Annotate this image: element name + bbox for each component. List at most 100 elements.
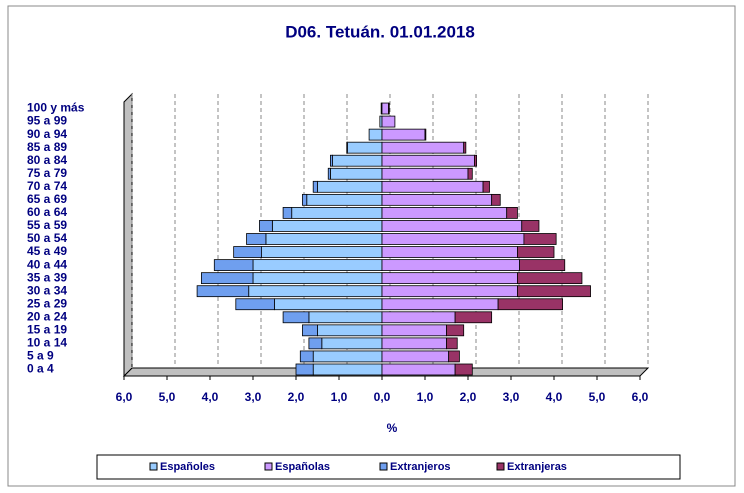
legend-swatch bbox=[149, 462, 158, 471]
bar bbox=[200, 272, 254, 285]
y-tick-label: 45 a 49 bbox=[27, 244, 67, 258]
bar bbox=[467, 167, 473, 180]
bar bbox=[329, 154, 333, 167]
y-tick-label: 60 a 64 bbox=[27, 205, 67, 219]
legend-label: Extranjeros bbox=[390, 461, 451, 473]
bar bbox=[299, 350, 314, 363]
legend-swatch bbox=[379, 462, 388, 471]
bar bbox=[381, 167, 469, 180]
bar bbox=[381, 193, 493, 206]
bar bbox=[482, 180, 490, 193]
y-tick-label: 100 y más bbox=[27, 101, 85, 115]
bar bbox=[497, 298, 564, 311]
bar bbox=[308, 337, 323, 350]
bar bbox=[381, 324, 447, 337]
bar bbox=[381, 285, 518, 298]
bar bbox=[329, 167, 383, 180]
bar bbox=[381, 272, 518, 285]
bar bbox=[523, 233, 557, 245]
bar bbox=[302, 193, 308, 206]
bar bbox=[271, 220, 383, 232]
y-tick-label: 0 a 4 bbox=[27, 362, 54, 376]
y-tick-label: 85 a 89 bbox=[27, 140, 67, 154]
y-tick-label: 5 a 9 bbox=[27, 349, 54, 363]
bar bbox=[517, 272, 583, 285]
bar bbox=[506, 207, 518, 219]
y-tick-label: 75 a 79 bbox=[27, 166, 67, 180]
bar bbox=[233, 246, 262, 258]
legend-swatch bbox=[264, 462, 273, 471]
bar bbox=[368, 128, 383, 141]
bar bbox=[306, 193, 383, 206]
y-tick-label: 20 a 24 bbox=[27, 309, 67, 323]
bar bbox=[463, 141, 467, 154]
bar bbox=[317, 324, 383, 337]
bar bbox=[381, 233, 525, 245]
bar bbox=[381, 220, 523, 232]
chart-title: D06. Tetuán. 01.01.2018 bbox=[285, 22, 475, 41]
bar bbox=[312, 180, 318, 193]
bar bbox=[332, 154, 383, 167]
bar bbox=[308, 311, 383, 324]
bar bbox=[346, 141, 348, 154]
bar bbox=[454, 363, 473, 376]
x-tick-label: 2,0 bbox=[288, 390, 305, 404]
bar bbox=[381, 311, 456, 324]
bar bbox=[291, 207, 383, 219]
x-axis-label: % bbox=[387, 421, 398, 435]
bar bbox=[248, 285, 383, 298]
x-tick-label: 1,0 bbox=[331, 390, 348, 404]
legend-box bbox=[96, 454, 681, 480]
bar bbox=[321, 337, 383, 350]
bar bbox=[474, 154, 478, 167]
bar bbox=[252, 259, 383, 271]
y-tick-label: 50 a 54 bbox=[27, 231, 67, 245]
bar bbox=[491, 193, 501, 206]
x-tick-label: 3,0 bbox=[503, 390, 520, 404]
y-tick-label: 95 a 99 bbox=[27, 114, 67, 128]
bar bbox=[265, 233, 383, 245]
bar bbox=[347, 141, 383, 154]
bar bbox=[312, 363, 383, 376]
bar bbox=[381, 115, 396, 128]
bar bbox=[274, 298, 383, 311]
bar bbox=[302, 324, 318, 337]
bar bbox=[327, 167, 331, 180]
bar bbox=[282, 311, 310, 324]
x-tick-label: 1,0 bbox=[417, 390, 434, 404]
bar bbox=[424, 128, 427, 141]
x-tick-label: 5,0 bbox=[159, 390, 176, 404]
bar bbox=[381, 102, 389, 115]
legend-label: Extranjeras bbox=[507, 461, 567, 473]
bar bbox=[381, 180, 484, 193]
bar bbox=[381, 246, 518, 258]
x-tick-label: 0,0 bbox=[374, 390, 391, 404]
bar bbox=[381, 298, 499, 311]
y-tick-label: 25 a 29 bbox=[27, 296, 67, 310]
bar bbox=[448, 350, 460, 363]
bar bbox=[519, 259, 566, 271]
y-tick-label: 55 a 59 bbox=[27, 218, 67, 232]
x-tick-label: 4,0 bbox=[546, 390, 563, 404]
bar bbox=[381, 141, 465, 154]
bar bbox=[312, 350, 383, 363]
x-tick-label: 4,0 bbox=[202, 390, 219, 404]
bar bbox=[517, 285, 591, 298]
bar bbox=[381, 207, 508, 219]
bar bbox=[259, 220, 273, 232]
bar bbox=[381, 337, 447, 350]
bar bbox=[317, 180, 383, 193]
x-tick-label: 3,0 bbox=[245, 390, 262, 404]
bar bbox=[388, 102, 390, 115]
x-tick-label: 5,0 bbox=[589, 390, 606, 404]
bar bbox=[282, 207, 293, 219]
x-tick-label: 6,0 bbox=[632, 390, 649, 404]
y-tick-label: 15 a 19 bbox=[27, 323, 67, 337]
y-tick-label: 40 a 44 bbox=[27, 257, 67, 271]
bar bbox=[521, 220, 540, 232]
side-wall bbox=[123, 92, 133, 378]
bar bbox=[381, 363, 456, 376]
bar bbox=[446, 324, 465, 337]
bar bbox=[213, 259, 254, 271]
legend-label: Españolas bbox=[275, 461, 330, 473]
